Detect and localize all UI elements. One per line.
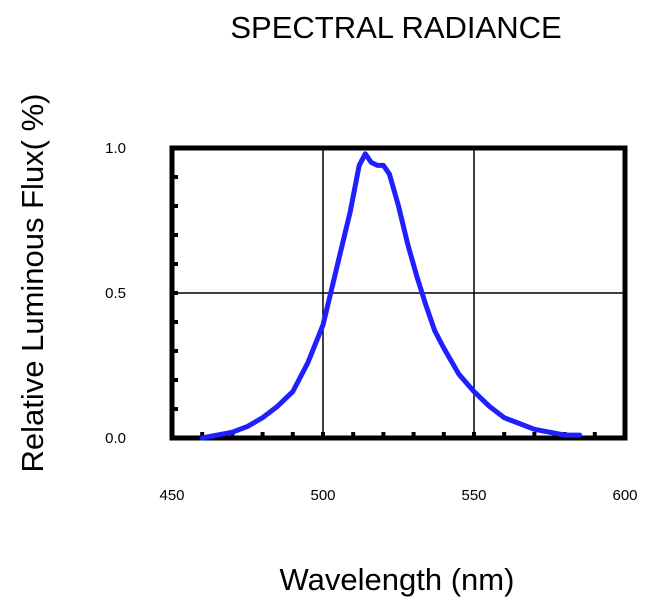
x-tick-labels: 450 500 550 600 xyxy=(159,487,637,504)
data-point xyxy=(487,404,491,408)
data-point xyxy=(200,436,204,440)
data-point xyxy=(433,329,437,333)
data-point xyxy=(424,303,428,307)
y-tick-label: 1.0 xyxy=(105,140,126,157)
data-point xyxy=(375,163,379,167)
y-tick-label: 0.5 xyxy=(105,285,126,302)
x-axis-label: Wavelength (nm) xyxy=(280,562,515,597)
y-axis-label: Relative Luminous Flux( %) xyxy=(15,93,50,472)
series-layer xyxy=(199,151,583,441)
data-point xyxy=(578,433,582,437)
data-point xyxy=(532,427,536,431)
grid-lines xyxy=(172,148,625,438)
x-tick-label: 600 xyxy=(612,487,637,504)
data-point xyxy=(339,248,343,251)
data-point xyxy=(381,163,385,167)
data-point xyxy=(357,163,361,167)
data-point xyxy=(457,372,461,376)
data-point xyxy=(230,430,234,434)
data-point xyxy=(330,285,334,289)
data-point xyxy=(548,430,551,434)
data-point xyxy=(215,433,219,437)
x-tick-label: 550 xyxy=(461,487,486,504)
data-point xyxy=(246,424,249,428)
data-point xyxy=(442,346,446,350)
data-point xyxy=(261,416,265,420)
data-point xyxy=(348,210,352,214)
minor-ticks xyxy=(172,175,597,438)
data-point xyxy=(502,416,506,420)
data-point xyxy=(415,274,419,278)
data-point xyxy=(472,390,476,394)
data-point xyxy=(387,172,391,176)
data-point xyxy=(321,323,325,327)
data-point xyxy=(276,404,280,408)
data-point xyxy=(563,433,567,437)
data-point xyxy=(363,152,367,156)
x-tick-label: 500 xyxy=(310,487,335,504)
y-tick-labels: 0.0 0.5 1.0 xyxy=(105,140,126,447)
data-point xyxy=(517,422,521,425)
data-point xyxy=(397,204,400,208)
series-line-0 xyxy=(199,151,583,441)
chart-title: SPECTRAL RADIANCE xyxy=(230,10,561,45)
y-tick-label: 0.0 xyxy=(105,430,126,447)
plot-frame xyxy=(169,145,628,441)
data-point xyxy=(306,361,310,365)
data-point xyxy=(406,242,410,246)
x-tick-label: 450 xyxy=(159,487,184,504)
data-point xyxy=(291,390,295,394)
data-point xyxy=(369,161,373,164)
